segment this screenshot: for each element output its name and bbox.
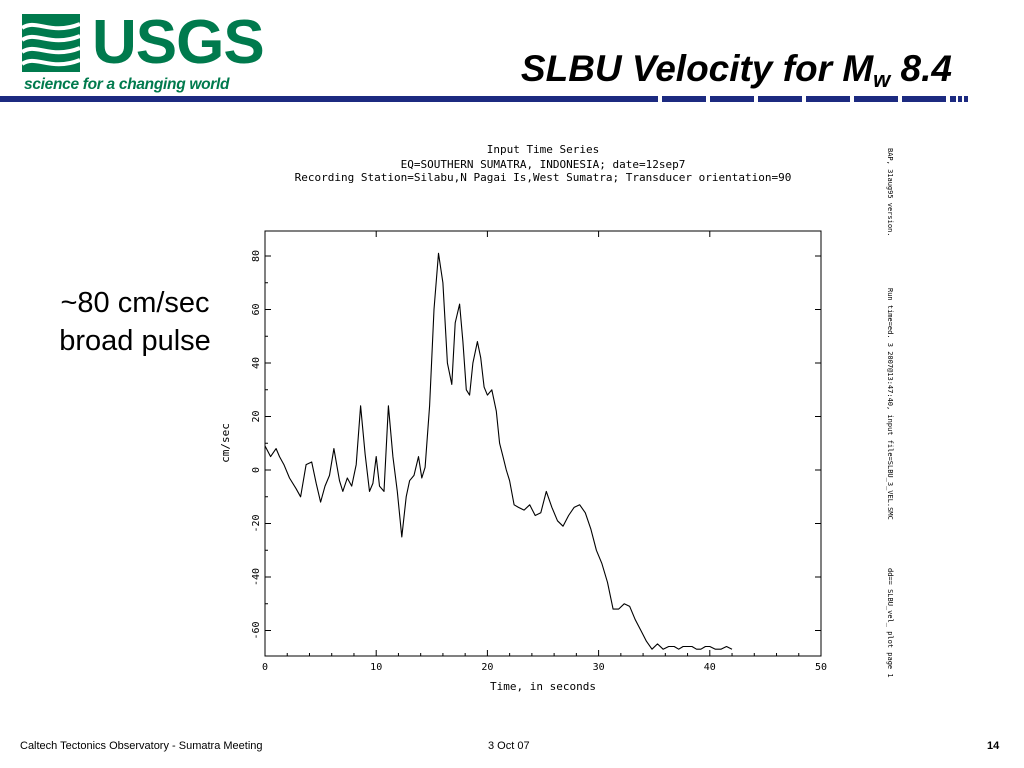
title-rule-dash: [662, 96, 706, 102]
y-tick-label: -60: [251, 621, 262, 639]
title-rule: [0, 96, 658, 102]
velocity-series-line: [264, 252, 733, 650]
y-tick-label: 80: [251, 250, 262, 262]
chart-subtitle-1: EQ=SOUTHERN SUMATRA, INDONESIA; date=12s…: [401, 158, 686, 171]
title-rule-dash: [902, 96, 946, 102]
y-tick-label: 40: [251, 357, 262, 369]
title-rule-dash: [758, 96, 802, 102]
y-tick-label: -20: [251, 514, 262, 532]
title-rule-dash: [950, 96, 956, 102]
title-rule-dash: [964, 96, 968, 102]
y-tick-label: 60: [251, 303, 262, 315]
slide-title-tail: 8.4: [890, 48, 952, 89]
x-tick-label: 40: [704, 662, 716, 673]
slide-title-main: SLBU Velocity for M: [520, 48, 874, 89]
footer-date: 3 Oct 07: [488, 740, 530, 752]
plot-frame: [264, 230, 822, 657]
side-note-line-1: ~80 cm/sec: [60, 287, 210, 319]
title-rule-dash: [710, 96, 754, 102]
logo-wordmark: USGS: [92, 8, 265, 77]
usgs-wave-icon: [22, 14, 81, 72]
side-note: ~80 cm/sec broad pulse: [40, 284, 230, 360]
title-rule-dash: [958, 96, 962, 102]
slide-title-subscript: w: [873, 67, 891, 92]
y-tick-label: 20: [251, 410, 262, 422]
x-tick-label: 10: [370, 662, 382, 673]
title-rule-dash: [806, 96, 850, 102]
x-tick-label: 0: [262, 662, 268, 673]
x-tick-label: 20: [481, 662, 493, 673]
side-text-run: Run time=ed. 3 2007@13:47:40, input file…: [886, 288, 894, 520]
chart-subtitle-2: Recording Station=Silabu,N Pagai Is,West…: [295, 171, 792, 184]
side-note-line-2: broad pulse: [59, 325, 211, 357]
chart-title: Input Time Series: [487, 143, 600, 156]
y-axis-label: cm/sec: [219, 423, 232, 463]
usgs-logo: USGS science for a changing world: [22, 12, 265, 96]
title-rule-dash: [854, 96, 898, 102]
x-axis-label: Time, in seconds: [490, 680, 596, 693]
slide-title: SLBU Velocity for Mw 8.4: [521, 48, 952, 93]
footer-page-number: 14: [987, 740, 1000, 752]
x-tick-label: 30: [593, 662, 605, 673]
y-tick-label: 0: [251, 467, 262, 473]
side-text-plot-page: dd== SLBU_vel_ plot page 1: [886, 568, 894, 678]
logo-tagline: science for a changing world: [24, 76, 230, 93]
x-tick-label: 50: [815, 662, 827, 673]
side-text-version: BAP, 31aug95 version.: [886, 148, 894, 237]
y-tick-label: -40: [251, 568, 262, 586]
velocity-chart: Input Time Series EQ=SOUTHERN SUMATRA, I…: [219, 143, 894, 693]
footer-event: Caltech Tectonics Observatory - Sumatra …: [20, 740, 263, 752]
